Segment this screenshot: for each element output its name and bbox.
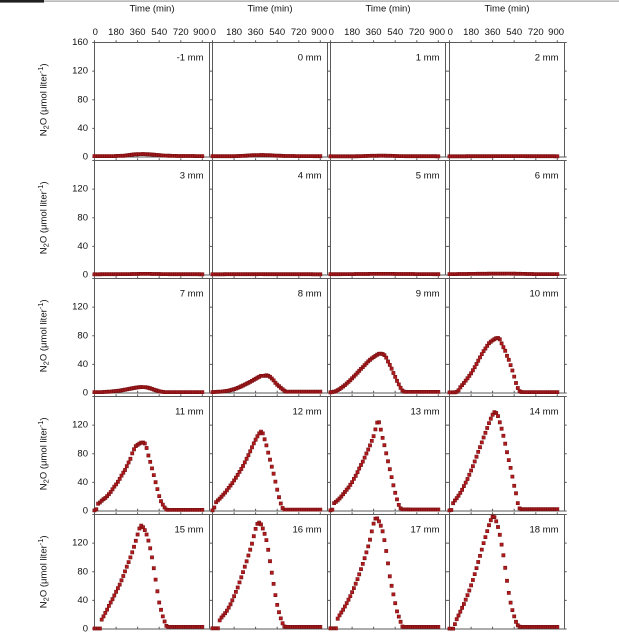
svg-text:120: 120 (72, 66, 88, 77)
svg-text:720: 720 (409, 27, 425, 38)
svg-text:0: 0 (448, 27, 453, 38)
svg-text:3 mm: 3 mm (180, 170, 204, 181)
svg-text:900: 900 (429, 27, 445, 38)
svg-text:540: 540 (387, 27, 403, 38)
svg-text:N2O (μmol liter-1): N2O (μmol liter-1) (36, 535, 51, 608)
svg-text:360: 360 (485, 27, 501, 38)
svg-text:N2O (μmol liter-1): N2O (μmol liter-1) (36, 63, 51, 136)
svg-text:360: 360 (248, 27, 264, 38)
svg-text:0 mm: 0 mm (298, 52, 322, 63)
svg-text:8 mm: 8 mm (298, 288, 322, 299)
svg-text:18 mm: 18 mm (529, 524, 558, 535)
svg-text:120: 120 (72, 538, 88, 549)
svg-text:N2O (μmol liter-1): N2O (μmol liter-1) (36, 299, 51, 372)
svg-text:0: 0 (83, 270, 88, 281)
svg-text:11 mm: 11 mm (175, 406, 203, 417)
svg-text:360: 360 (366, 27, 382, 38)
svg-text:540: 540 (269, 27, 285, 38)
svg-text:720: 720 (291, 27, 307, 38)
svg-text:900: 900 (548, 27, 564, 38)
svg-text:0: 0 (93, 27, 98, 38)
svg-text:720: 720 (528, 27, 544, 38)
svg-text:720: 720 (173, 27, 189, 38)
svg-text:17 mm: 17 mm (410, 524, 439, 535)
svg-text:-1 mm: -1 mm (177, 52, 204, 63)
svg-text:120: 120 (72, 302, 88, 313)
svg-text:9 mm: 9 mm (416, 288, 440, 299)
svg-text:Time (min): Time (min) (365, 4, 410, 15)
svg-text:80: 80 (77, 566, 88, 577)
svg-text:180: 180 (108, 27, 124, 38)
svg-text:7 mm: 7 mm (180, 288, 204, 299)
svg-text:N2O (μmol liter-1): N2O (μmol liter-1) (36, 181, 51, 254)
svg-text:180: 180 (463, 27, 479, 38)
svg-text:80: 80 (77, 94, 88, 105)
svg-text:13 mm: 13 mm (410, 406, 439, 417)
svg-text:4 mm: 4 mm (298, 170, 322, 181)
svg-text:180: 180 (226, 27, 242, 38)
svg-text:40: 40 (77, 123, 88, 134)
svg-text:Time (min): Time (min) (484, 4, 529, 15)
svg-text:900: 900 (311, 27, 327, 38)
svg-text:160: 160 (72, 37, 88, 48)
svg-text:Time (min): Time (min) (129, 4, 174, 15)
svg-text:540: 540 (506, 27, 522, 38)
svg-text:12 mm: 12 mm (292, 406, 321, 417)
svg-text:N2O (μmol liter-1): N2O (μmol liter-1) (36, 417, 51, 490)
svg-text:14 mm: 14 mm (529, 406, 558, 417)
svg-text:180: 180 (344, 27, 360, 38)
svg-text:0: 0 (83, 388, 88, 399)
svg-text:5 mm: 5 mm (416, 170, 440, 181)
svg-text:0: 0 (83, 152, 88, 163)
svg-text:120: 120 (72, 420, 88, 431)
svg-text:80: 80 (77, 448, 88, 459)
svg-text:360: 360 (130, 27, 146, 38)
svg-text:40: 40 (77, 477, 88, 488)
svg-text:80: 80 (77, 212, 88, 223)
svg-text:120: 120 (72, 184, 88, 195)
svg-text:6 mm: 6 mm (535, 170, 559, 181)
svg-text:16 mm: 16 mm (292, 524, 321, 535)
svg-text:2 mm: 2 mm (535, 52, 559, 63)
svg-text:0: 0 (329, 27, 334, 38)
svg-text:40: 40 (77, 241, 88, 252)
svg-text:0: 0 (83, 624, 88, 632)
svg-text:0: 0 (83, 506, 88, 517)
svg-text:900: 900 (193, 27, 209, 38)
svg-text:15 mm: 15 mm (174, 524, 203, 535)
svg-text:Time (min): Time (min) (247, 4, 292, 15)
svg-text:540: 540 (151, 27, 167, 38)
svg-text:10 mm: 10 mm (529, 288, 558, 299)
svg-text:80: 80 (77, 330, 88, 341)
svg-text:1 mm: 1 mm (416, 52, 440, 63)
svg-text:40: 40 (77, 595, 88, 606)
svg-text:0: 0 (211, 27, 216, 38)
svg-text:40: 40 (77, 359, 88, 370)
